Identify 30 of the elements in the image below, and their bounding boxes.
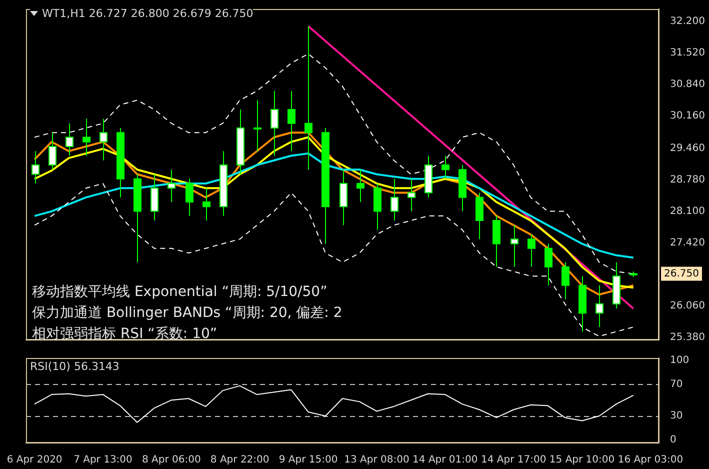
y-tick-label: 26.060 <box>670 300 705 312</box>
y-tick-label: 0 <box>670 434 676 446</box>
annotation: 26.750 <box>664 268 699 280</box>
x-tick-label: 7 Apr 13:00 <box>74 454 132 466</box>
x-tick-label: 15 Apr 10:00 <box>549 454 615 466</box>
y-tick-label: 70 <box>670 378 683 390</box>
y-tick-label: 28.780 <box>670 174 705 186</box>
annotation: 保力加通道 Bollinger BANDs “周期: 20, 偏差: 2 <box>32 304 342 323</box>
y-tick-label: 100 <box>670 354 690 366</box>
y-tick-label: 31.520 <box>670 48 705 59</box>
y-tick-label: 30.160 <box>670 110 705 122</box>
y-tick-label: 29.460 <box>670 142 705 154</box>
y-tick-label: 25.380 <box>670 332 705 343</box>
y-tick-label: 32.200 <box>670 16 705 28</box>
y-tick-label: 28.100 <box>670 206 705 217</box>
x-tick-label: 14 Apr 01:00 <box>412 454 478 466</box>
annotation: 移动指数平均线 Exponential “周期: 5/10/50” <box>32 283 328 302</box>
chart-title: RSI(10) 56.3143 <box>30 360 120 373</box>
x-tick-label: 14 Apr 17:00 <box>480 454 546 466</box>
x-tick-label: 16 Apr 03:00 <box>618 454 684 466</box>
x-tick-label: 6 Apr 2020 <box>6 454 62 466</box>
y-tick-label: 27.420 <box>670 237 705 248</box>
x-tick-label: 9 Apr 15:00 <box>278 454 338 466</box>
y-tick-label: 30.840 <box>670 79 705 90</box>
annotation: 相对强弱指标 RSI “系数: 10” <box>32 325 218 344</box>
y-tick-label: 30 <box>670 410 683 422</box>
x-tick-label: 13 Apr 08:00 <box>344 454 410 466</box>
x-tick-label: 8 Apr 06:00 <box>142 454 201 466</box>
x-tick-label: 8 Apr 22:00 <box>210 454 270 466</box>
chart-title: WT1,H1 26.727 26.800 26.679 26.750 <box>42 7 254 20</box>
